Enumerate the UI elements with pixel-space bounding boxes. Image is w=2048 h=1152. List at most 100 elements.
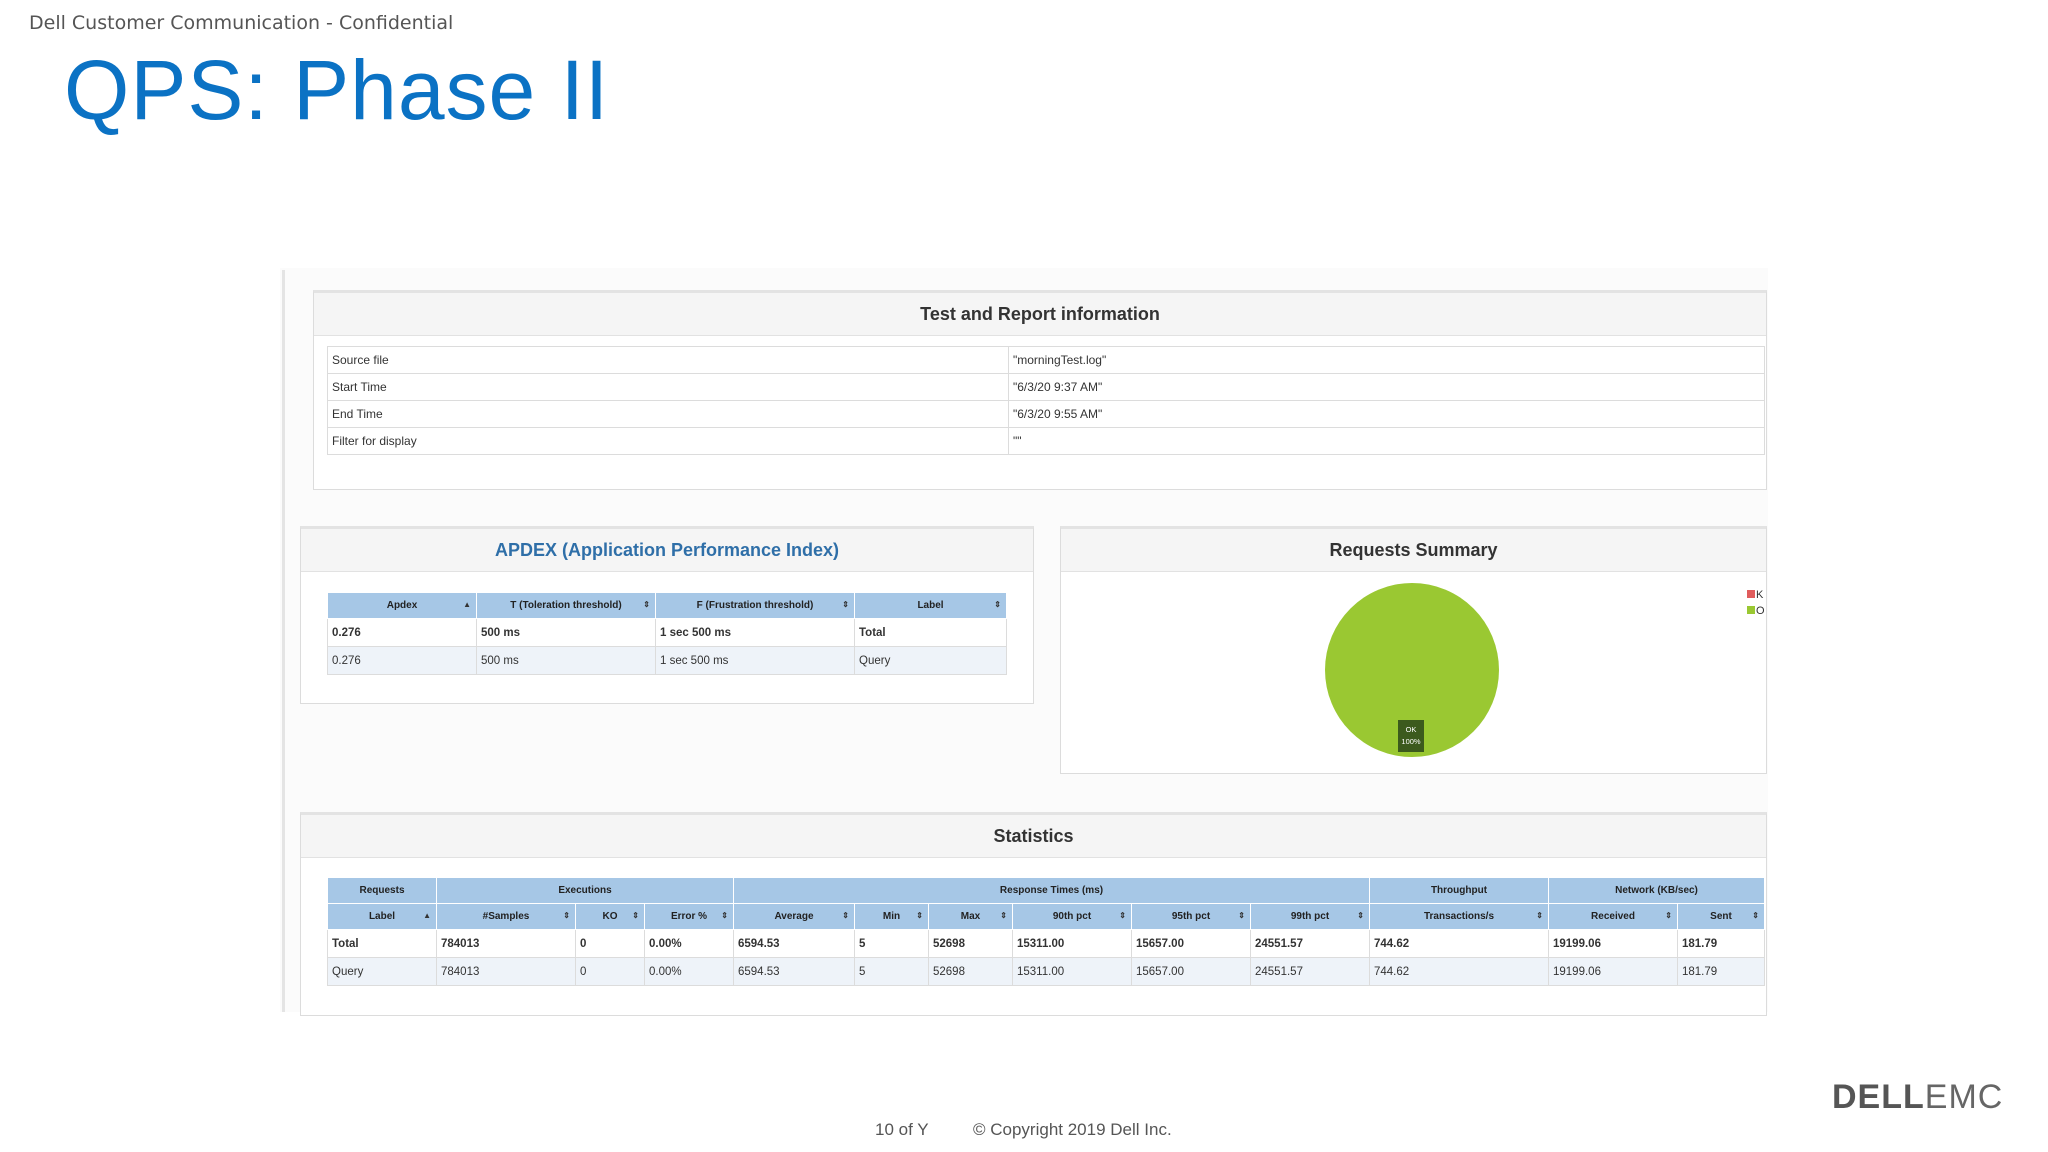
column-header[interactable]: Min ⇕ bbox=[854, 903, 929, 930]
sort-icon[interactable]: ⇕ bbox=[1119, 911, 1126, 920]
cell: 52698 bbox=[928, 957, 1013, 986]
copyright: © Copyright 2019 Dell Inc. bbox=[973, 1120, 1172, 1139]
info-value: "6/3/20 9:37 AM" bbox=[1008, 373, 1765, 401]
cell: 15657.00 bbox=[1131, 929, 1251, 958]
column-header[interactable]: F (Frustration threshold) ⇕ bbox=[655, 592, 855, 619]
header-label: Transactions/s bbox=[1423, 911, 1495, 922]
column-header[interactable]: 95th pct ⇕ bbox=[1131, 903, 1251, 930]
sort-asc-icon[interactable]: ▲ bbox=[423, 911, 431, 920]
sort-icon[interactable]: ⇕ bbox=[994, 600, 1001, 609]
cell: 6594.53 bbox=[733, 929, 855, 958]
header-label: 99th pct bbox=[1290, 911, 1330, 922]
legend-label: O bbox=[1756, 605, 1765, 617]
column-header[interactable]: Max ⇕ bbox=[928, 903, 1013, 930]
table-row: Query 784013 0 0.00% 6594.53 5 52698 153… bbox=[327, 957, 1765, 986]
column-header[interactable]: Transactions/s ⇕ bbox=[1369, 903, 1549, 930]
sort-asc-icon[interactable]: ▲ bbox=[463, 600, 471, 609]
cell: 0 bbox=[575, 957, 645, 986]
statistics-table: Requests Executions Response Times (ms) … bbox=[327, 877, 1765, 986]
table-row: Source file "morningTest.log" bbox=[327, 346, 1765, 374]
column-header[interactable]: 99th pct ⇕ bbox=[1250, 903, 1370, 930]
test-info-table: Source file "morningTest.log" Start Time… bbox=[327, 346, 1765, 455]
column-header[interactable]: 90th pct ⇕ bbox=[1012, 903, 1132, 930]
table-row: Start Time "6/3/20 9:37 AM" bbox=[327, 373, 1765, 401]
info-label: Start Time bbox=[327, 373, 1009, 401]
group-header: Executions bbox=[436, 877, 734, 904]
column-header[interactable]: Label ⇕ bbox=[854, 592, 1007, 619]
header-label: Min bbox=[882, 911, 901, 922]
header-label: 95th pct bbox=[1171, 911, 1211, 922]
panel-title: APDEX (Application Performance Index) bbox=[301, 529, 1033, 572]
legend-item-ok[interactable]: O bbox=[1747, 605, 1765, 617]
group-header: Throughput bbox=[1369, 877, 1549, 904]
legend-swatch bbox=[1747, 606, 1755, 614]
cell: 1 sec 500 ms bbox=[655, 646, 855, 675]
cell: 5 bbox=[854, 929, 929, 958]
sort-icon[interactable]: ⇕ bbox=[1000, 911, 1007, 920]
sort-icon[interactable]: ⇕ bbox=[643, 600, 650, 609]
panel-title: Test and Report information bbox=[314, 293, 1766, 336]
column-header[interactable]: T (Toleration threshold) ⇕ bbox=[476, 592, 656, 619]
column-header[interactable]: Sent ⇕ bbox=[1677, 903, 1765, 930]
header-label: Label bbox=[917, 600, 944, 611]
dell-emc-logo: DELLEMC bbox=[1832, 1078, 2003, 1117]
cell: 15311.00 bbox=[1012, 929, 1132, 958]
sort-icon[interactable]: ⇕ bbox=[842, 911, 849, 920]
header-label: Apdex bbox=[386, 600, 418, 611]
header-label: F (Frustration threshold) bbox=[696, 600, 814, 611]
info-label: End Time bbox=[327, 400, 1009, 428]
cell: 19199.06 bbox=[1548, 929, 1678, 958]
confidential-label: Dell Customer Communication - Confidenti… bbox=[29, 12, 454, 34]
sort-icon[interactable]: ⇕ bbox=[1536, 911, 1543, 920]
pie-label-name: OK bbox=[1405, 725, 1417, 734]
cell: 0.00% bbox=[644, 957, 734, 986]
sort-icon[interactable]: ⇕ bbox=[563, 911, 570, 920]
sort-icon[interactable]: ⇕ bbox=[1752, 911, 1759, 920]
header-label: T (Toleration threshold) bbox=[510, 600, 622, 611]
column-header[interactable]: #Samples ⇕ bbox=[436, 903, 576, 930]
cell: Total bbox=[327, 929, 437, 958]
apdex-table: Apdex ▲ T (Toleration threshold) ⇕ F (Frus… bbox=[327, 592, 1007, 675]
column-header[interactable]: Apdex ▲ bbox=[327, 592, 477, 619]
logo-emc: EMC bbox=[1924, 1078, 2004, 1116]
info-value: "" bbox=[1008, 427, 1765, 455]
panel-title: Requests Summary bbox=[1061, 529, 1766, 572]
cell: 52698 bbox=[928, 929, 1013, 958]
sort-icon[interactable]: ⇕ bbox=[1665, 911, 1672, 920]
group-header: Requests bbox=[327, 877, 437, 904]
cell: 181.79 bbox=[1677, 957, 1765, 986]
sort-icon[interactable]: ⇕ bbox=[1238, 911, 1245, 920]
sort-icon[interactable]: ⇕ bbox=[632, 911, 639, 920]
cell: 744.62 bbox=[1369, 957, 1549, 986]
column-header[interactable]: Received ⇕ bbox=[1548, 903, 1678, 930]
info-value: "6/3/20 9:55 AM" bbox=[1008, 400, 1765, 428]
cell: 784013 bbox=[436, 957, 576, 986]
legend-item-ko[interactable]: K bbox=[1747, 589, 1763, 601]
cell: 15657.00 bbox=[1131, 957, 1251, 986]
slide-title: QPS: Phase II bbox=[64, 43, 610, 137]
pie-slice-label: OK 100% bbox=[1398, 720, 1424, 752]
sort-icon[interactable]: ⇕ bbox=[721, 911, 728, 920]
column-header[interactable]: Average ⇕ bbox=[733, 903, 855, 930]
cell: 0 bbox=[575, 929, 645, 958]
header-label: Max bbox=[960, 911, 981, 922]
column-header[interactable]: Label ▲ bbox=[327, 903, 437, 930]
column-header[interactable]: Error % ⇕ bbox=[644, 903, 734, 930]
sort-icon[interactable]: ⇕ bbox=[842, 600, 849, 609]
info-label: Source file bbox=[327, 346, 1009, 374]
cell: 5 bbox=[854, 957, 929, 986]
cell: 1 sec 500 ms bbox=[655, 618, 855, 647]
column-header[interactable]: KO ⇕ bbox=[575, 903, 645, 930]
sort-icon[interactable]: ⇕ bbox=[916, 911, 923, 920]
sort-icon[interactable]: ⇕ bbox=[1357, 911, 1364, 920]
legend-label: K bbox=[1756, 589, 1764, 601]
cell: 0.276 bbox=[327, 618, 477, 647]
group-header: Network (KB/sec) bbox=[1548, 877, 1765, 904]
table-row: Filter for display "" bbox=[327, 427, 1765, 455]
pie-label-pct: 100% bbox=[1401, 737, 1421, 746]
cell: 500 ms bbox=[476, 618, 656, 647]
screenshot-edge bbox=[282, 270, 285, 1012]
cell: 784013 bbox=[436, 929, 576, 958]
table-row: 0.276 500 ms 1 sec 500 ms Total bbox=[327, 618, 1007, 647]
header-label: Error % bbox=[670, 911, 708, 922]
